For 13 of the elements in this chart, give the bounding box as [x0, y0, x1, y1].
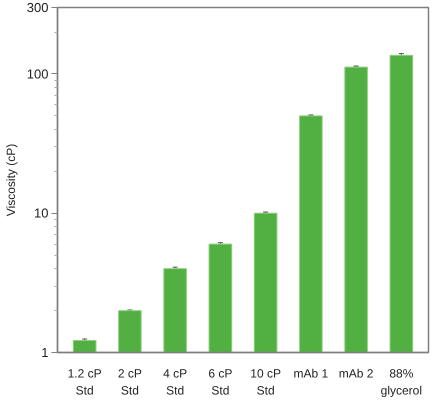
- x-tick-label: mAb 2: [338, 366, 374, 380]
- x-tick-label: mAb 1: [294, 366, 329, 380]
- x-tick-label: 2 cP Std: [118, 366, 142, 398]
- x-tick-label: 4 cP Std: [163, 366, 188, 398]
- y-tick-label: 1: [41, 345, 49, 360]
- x-tick-label: 1.2 cP Std: [68, 366, 102, 398]
- y-tick-label: 300: [26, 0, 49, 15]
- x-tick-label: 6 cP Std: [208, 366, 232, 398]
- x-tick-label: 88% glycerol: [380, 366, 422, 398]
- y-tick-label: 100: [26, 66, 49, 82]
- y-axis-title: Viscosity (cP): [4, 144, 18, 216]
- x-tick-label: 10 cP Std: [250, 366, 281, 398]
- y-tick-label: 10: [34, 206, 49, 221]
